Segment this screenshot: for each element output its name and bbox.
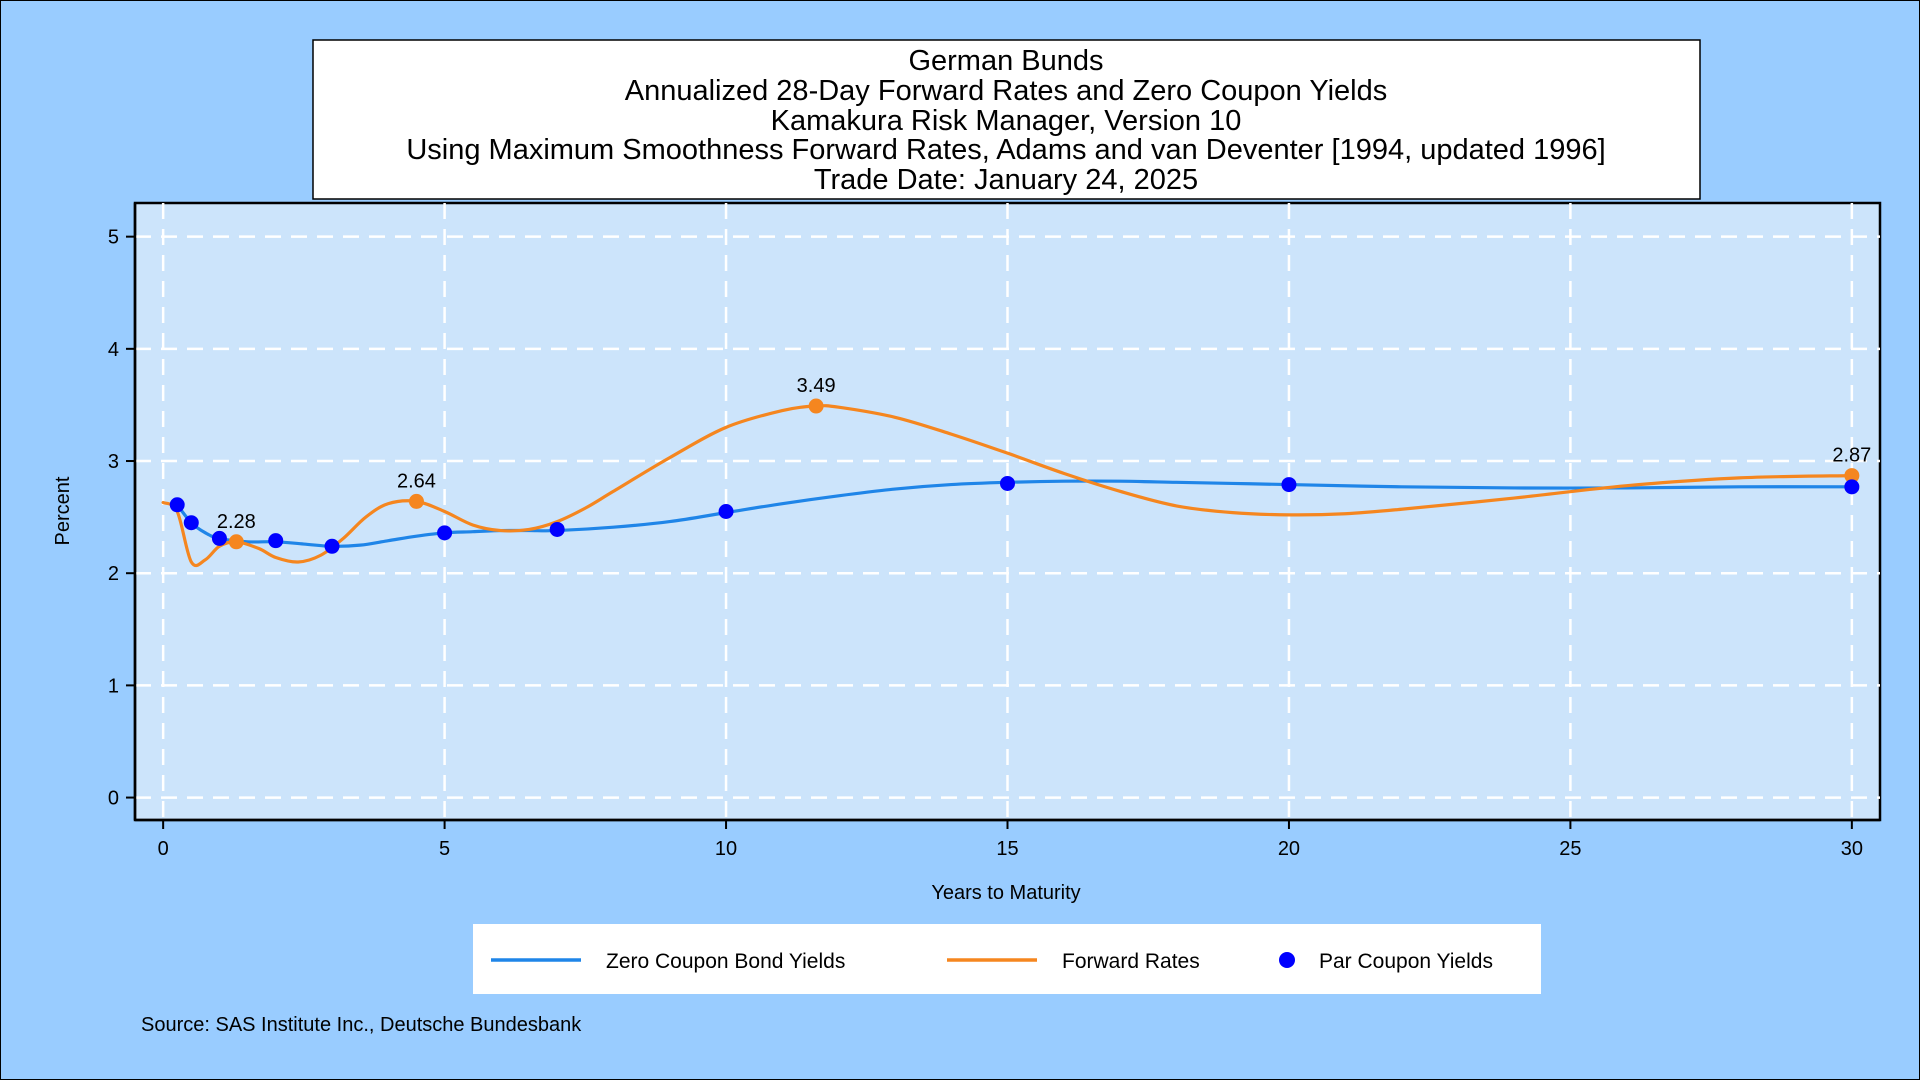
x-tick-label: 30 [1841,838,1863,860]
legend: Zero Coupon Bond Yields Forward Rates Pa… [473,924,1541,994]
par-coupon-point [718,504,734,519]
markers [169,398,1860,554]
data-label: 2.64 [397,470,436,492]
grid [135,203,1880,820]
par-coupon-point [1000,475,1015,491]
y-tick-label: 3 [108,451,119,473]
x-tick-label: 0 [158,838,169,860]
source-note: Source: SAS Institute Inc., Deutsche Bun… [141,1014,582,1036]
ticks: 0 5 10 15 20 25 30 0 1 2 3 4 5 [108,227,1863,860]
plot-area [133,201,1882,822]
x-tick-label: 15 [996,838,1018,860]
y-tick-label: 5 [108,227,119,249]
legend-forward-label: Forward Rates [1062,950,1200,973]
title-box [312,39,1701,200]
par-coupon-point [211,530,227,546]
y-tick-label: 1 [108,675,119,697]
par-coupon-point [169,497,185,513]
legend-zero-coupon-label: Zero Coupon Bond Yields [606,950,845,973]
par-coupon-point [268,533,284,549]
par-coupon-point [1281,477,1297,493]
y-tick-label: 2 [108,563,119,585]
par-coupon-point [324,538,340,554]
series [161,404,1854,568]
chart-subtitle-2: Kamakura Risk Manager, Version 10 [771,105,1242,137]
y-axis-label: Percent [52,476,74,545]
y-tick-label: 0 [108,788,119,810]
chart-subtitle-1: Annualized 28-Day Forward Rates and Zero… [625,75,1387,107]
chart-title-block: German Bunds Annualized 28-Day Forward R… [312,39,1701,200]
data-label: 3.49 [797,375,836,397]
chart-subtitle-4: Trade Date: January 24, 2025 [814,164,1198,196]
x-tick-label: 5 [439,838,450,860]
legend-par-swatch [1279,952,1295,968]
par-coupon-point [437,525,453,541]
forward-rate-marker [408,493,424,509]
y-tick-label: 4 [108,339,119,361]
forward-rate-line [161,404,1854,568]
x-axis-label: Years to Maturity [931,882,1080,904]
par-coupon-point [183,515,199,531]
forward-rate-marker [808,398,824,414]
x-tick-label: 20 [1278,838,1300,860]
chart-subtitle-3: Using Maximum Smoothness Forward Rates, … [406,134,1605,166]
data-labels: 2.28 2.64 3.49 2.87 [217,375,1871,533]
legend-par-label: Par Coupon Yields [1319,950,1493,973]
x-tick-label: 25 [1559,838,1581,860]
forward-rate-marker [228,534,244,550]
zero-coupon-yield-line [175,479,1854,548]
chart-title: German Bunds [908,45,1103,77]
data-label: 2.28 [217,511,256,533]
data-label: 2.87 [1832,445,1871,467]
par-coupon-point [549,521,565,537]
par-coupon-point [1844,479,1860,495]
x-tick-label: 10 [715,838,737,860]
forward-rate-marker [1844,468,1860,484]
